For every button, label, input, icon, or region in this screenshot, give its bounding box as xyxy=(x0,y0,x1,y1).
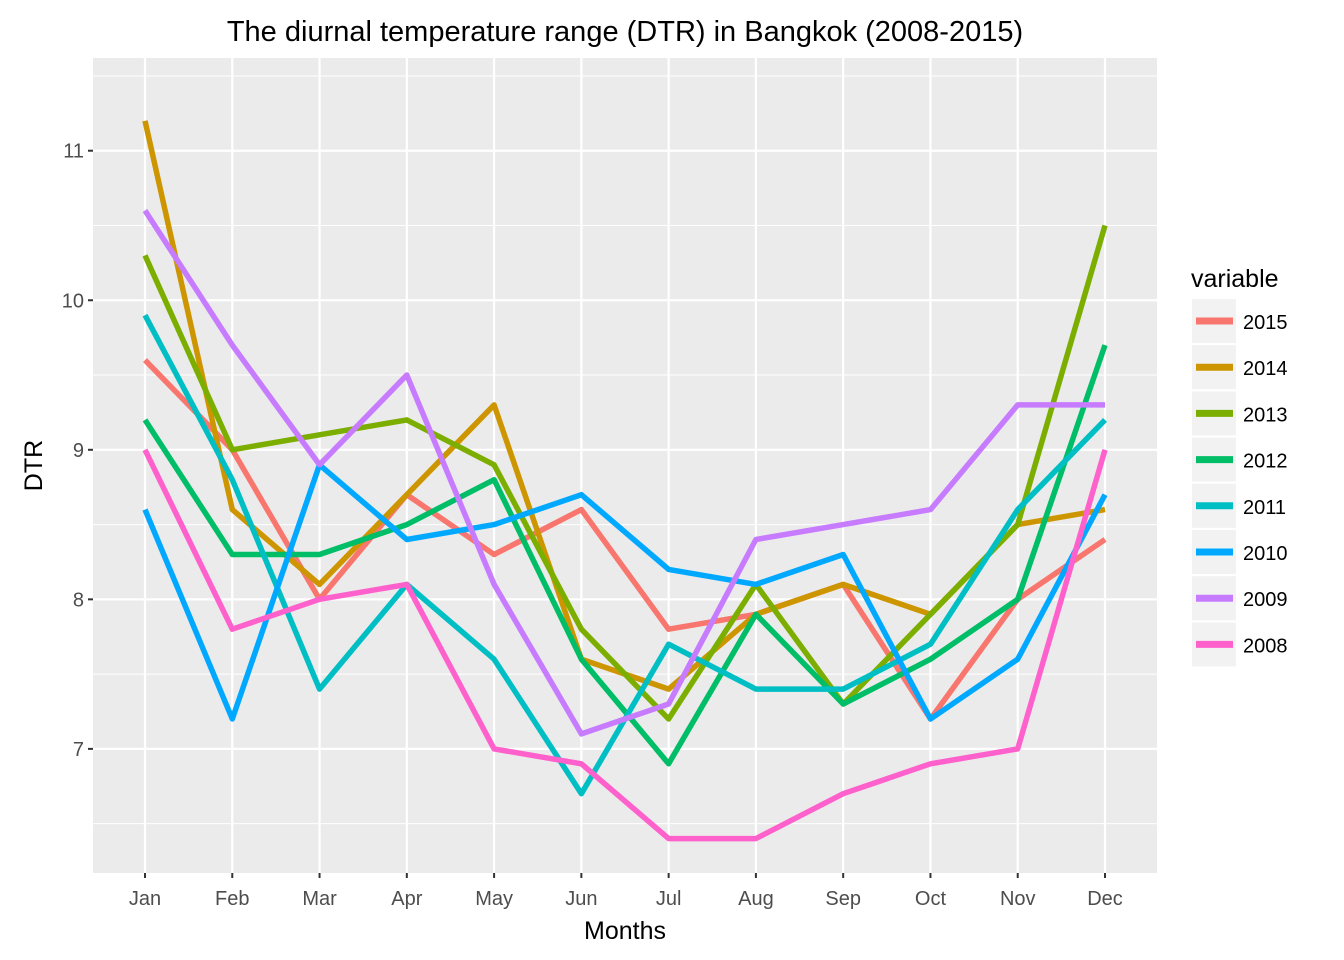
legend: variable 2015 2014 2013 2012 2011 2010 2009 200… xyxy=(1191,265,1288,667)
x-tick-label: Dec xyxy=(1087,888,1123,910)
major-gridlines xyxy=(93,58,1157,873)
y-tick-label: 11 xyxy=(63,141,84,163)
series-line-2012 xyxy=(142,344,1108,767)
legend-item-2013: 2013 xyxy=(1192,391,1288,436)
chart-title: The diurnal temperature range (DTR) in B… xyxy=(227,16,1023,48)
x-axis: Jan Feb Mar Apr May Jun Jul Aug Sep Oct Nov Dec xyxy=(129,873,1123,910)
x-tick-label: Sep xyxy=(825,888,861,910)
series-line-2010 xyxy=(142,462,1108,722)
series-lines xyxy=(142,120,1108,842)
x-tick-label: Feb xyxy=(215,888,249,910)
legend-label: 2014 xyxy=(1243,358,1288,380)
y-axis: 7 8 9 10 11 xyxy=(62,141,93,761)
x-tick-label: Jan xyxy=(129,888,161,910)
y-tick-label: 7 xyxy=(73,739,84,761)
y-tick-label: 9 xyxy=(73,440,84,462)
legend-label: 2015 xyxy=(1243,312,1288,334)
legend-item-2014: 2014 xyxy=(1192,345,1288,390)
series-line-2009 xyxy=(142,209,1105,737)
legend-label: 2013 xyxy=(1243,404,1288,426)
x-tick-label: Apr xyxy=(391,888,422,910)
x-tick-label: Jul xyxy=(656,888,682,910)
legend-label: 2008 xyxy=(1243,635,1288,657)
x-tick-label: Aug xyxy=(738,888,774,910)
x-tick-label: Nov xyxy=(1000,888,1036,910)
legend-item-2010: 2010 xyxy=(1192,530,1288,574)
plot-panel xyxy=(93,58,1157,873)
legend-label: 2012 xyxy=(1243,451,1288,473)
legend-item-2015: 2015 xyxy=(1192,299,1288,343)
legend-item-2008: 2008 xyxy=(1192,622,1288,667)
legend-item-2012: 2012 xyxy=(1192,437,1288,482)
y-tick-label: 10 xyxy=(62,290,84,312)
series-line-2013 xyxy=(142,224,1108,722)
legend-item-2009: 2009 xyxy=(1192,576,1288,621)
x-tick-label: Oct xyxy=(915,888,947,910)
y-axis-title: DTR xyxy=(20,440,48,491)
legend-label: 2009 xyxy=(1243,589,1288,611)
x-tick-label: Jun xyxy=(565,888,597,910)
legend-label: 2010 xyxy=(1243,543,1288,565)
x-axis-title: Months xyxy=(584,917,666,945)
x-tick-label: Mar xyxy=(302,888,337,910)
legend-label: 2011 xyxy=(1243,497,1286,519)
legend-title: variable xyxy=(1191,265,1279,293)
series-line-2008 xyxy=(142,448,1108,842)
x-tick-label: May xyxy=(475,888,513,910)
legend-item-2011: 2011 xyxy=(1192,483,1286,528)
y-tick-label: 8 xyxy=(73,589,84,611)
